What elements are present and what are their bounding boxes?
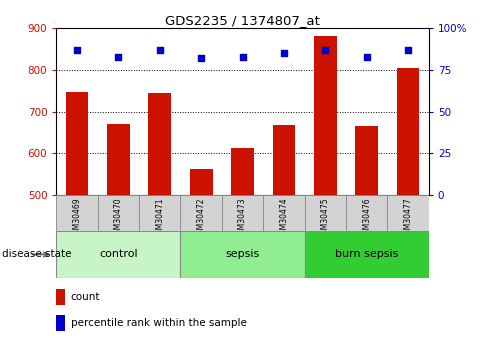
- Bar: [272, 125, 295, 195]
- Bar: [56, 315, 66, 331]
- Text: sepsis: sepsis: [225, 249, 260, 259]
- Bar: [139, 195, 180, 231]
- Text: GSM30473: GSM30473: [238, 198, 247, 239]
- Point: [73, 47, 81, 53]
- Text: count: count: [71, 292, 100, 302]
- Text: disease state: disease state: [2, 249, 72, 259]
- Point: [280, 50, 288, 56]
- Bar: [346, 195, 388, 231]
- Bar: [397, 68, 419, 195]
- Bar: [180, 195, 222, 231]
- Text: GSM30471: GSM30471: [155, 198, 164, 239]
- Text: GSM30470: GSM30470: [114, 198, 123, 239]
- Bar: [107, 124, 130, 195]
- Bar: [180, 231, 305, 278]
- Text: GSM30477: GSM30477: [404, 198, 413, 239]
- Bar: [305, 231, 429, 278]
- Text: GSM30474: GSM30474: [279, 198, 289, 239]
- Bar: [305, 195, 346, 231]
- Bar: [56, 195, 98, 231]
- Text: GSM30475: GSM30475: [321, 198, 330, 239]
- Text: burn sepsis: burn sepsis: [335, 249, 398, 259]
- Title: GDS2235 / 1374807_at: GDS2235 / 1374807_at: [165, 14, 320, 27]
- Point: [156, 47, 164, 53]
- Text: GSM30469: GSM30469: [73, 198, 81, 239]
- Bar: [263, 195, 305, 231]
- Bar: [148, 93, 171, 195]
- Bar: [190, 169, 213, 195]
- Bar: [231, 148, 254, 195]
- Text: control: control: [99, 249, 138, 259]
- Bar: [314, 36, 337, 195]
- Bar: [355, 126, 378, 195]
- Point: [321, 47, 329, 53]
- Point: [239, 54, 246, 59]
- Text: GSM30476: GSM30476: [362, 198, 371, 239]
- Bar: [98, 195, 139, 231]
- Text: percentile rank within the sample: percentile rank within the sample: [71, 318, 246, 328]
- Bar: [222, 195, 263, 231]
- Bar: [388, 195, 429, 231]
- Bar: [66, 92, 88, 195]
- Point: [404, 47, 412, 53]
- Bar: [56, 231, 180, 278]
- Text: GSM30472: GSM30472: [196, 198, 206, 239]
- Point: [115, 54, 122, 59]
- Point: [197, 56, 205, 61]
- Point: [363, 54, 370, 59]
- Bar: [56, 289, 66, 305]
